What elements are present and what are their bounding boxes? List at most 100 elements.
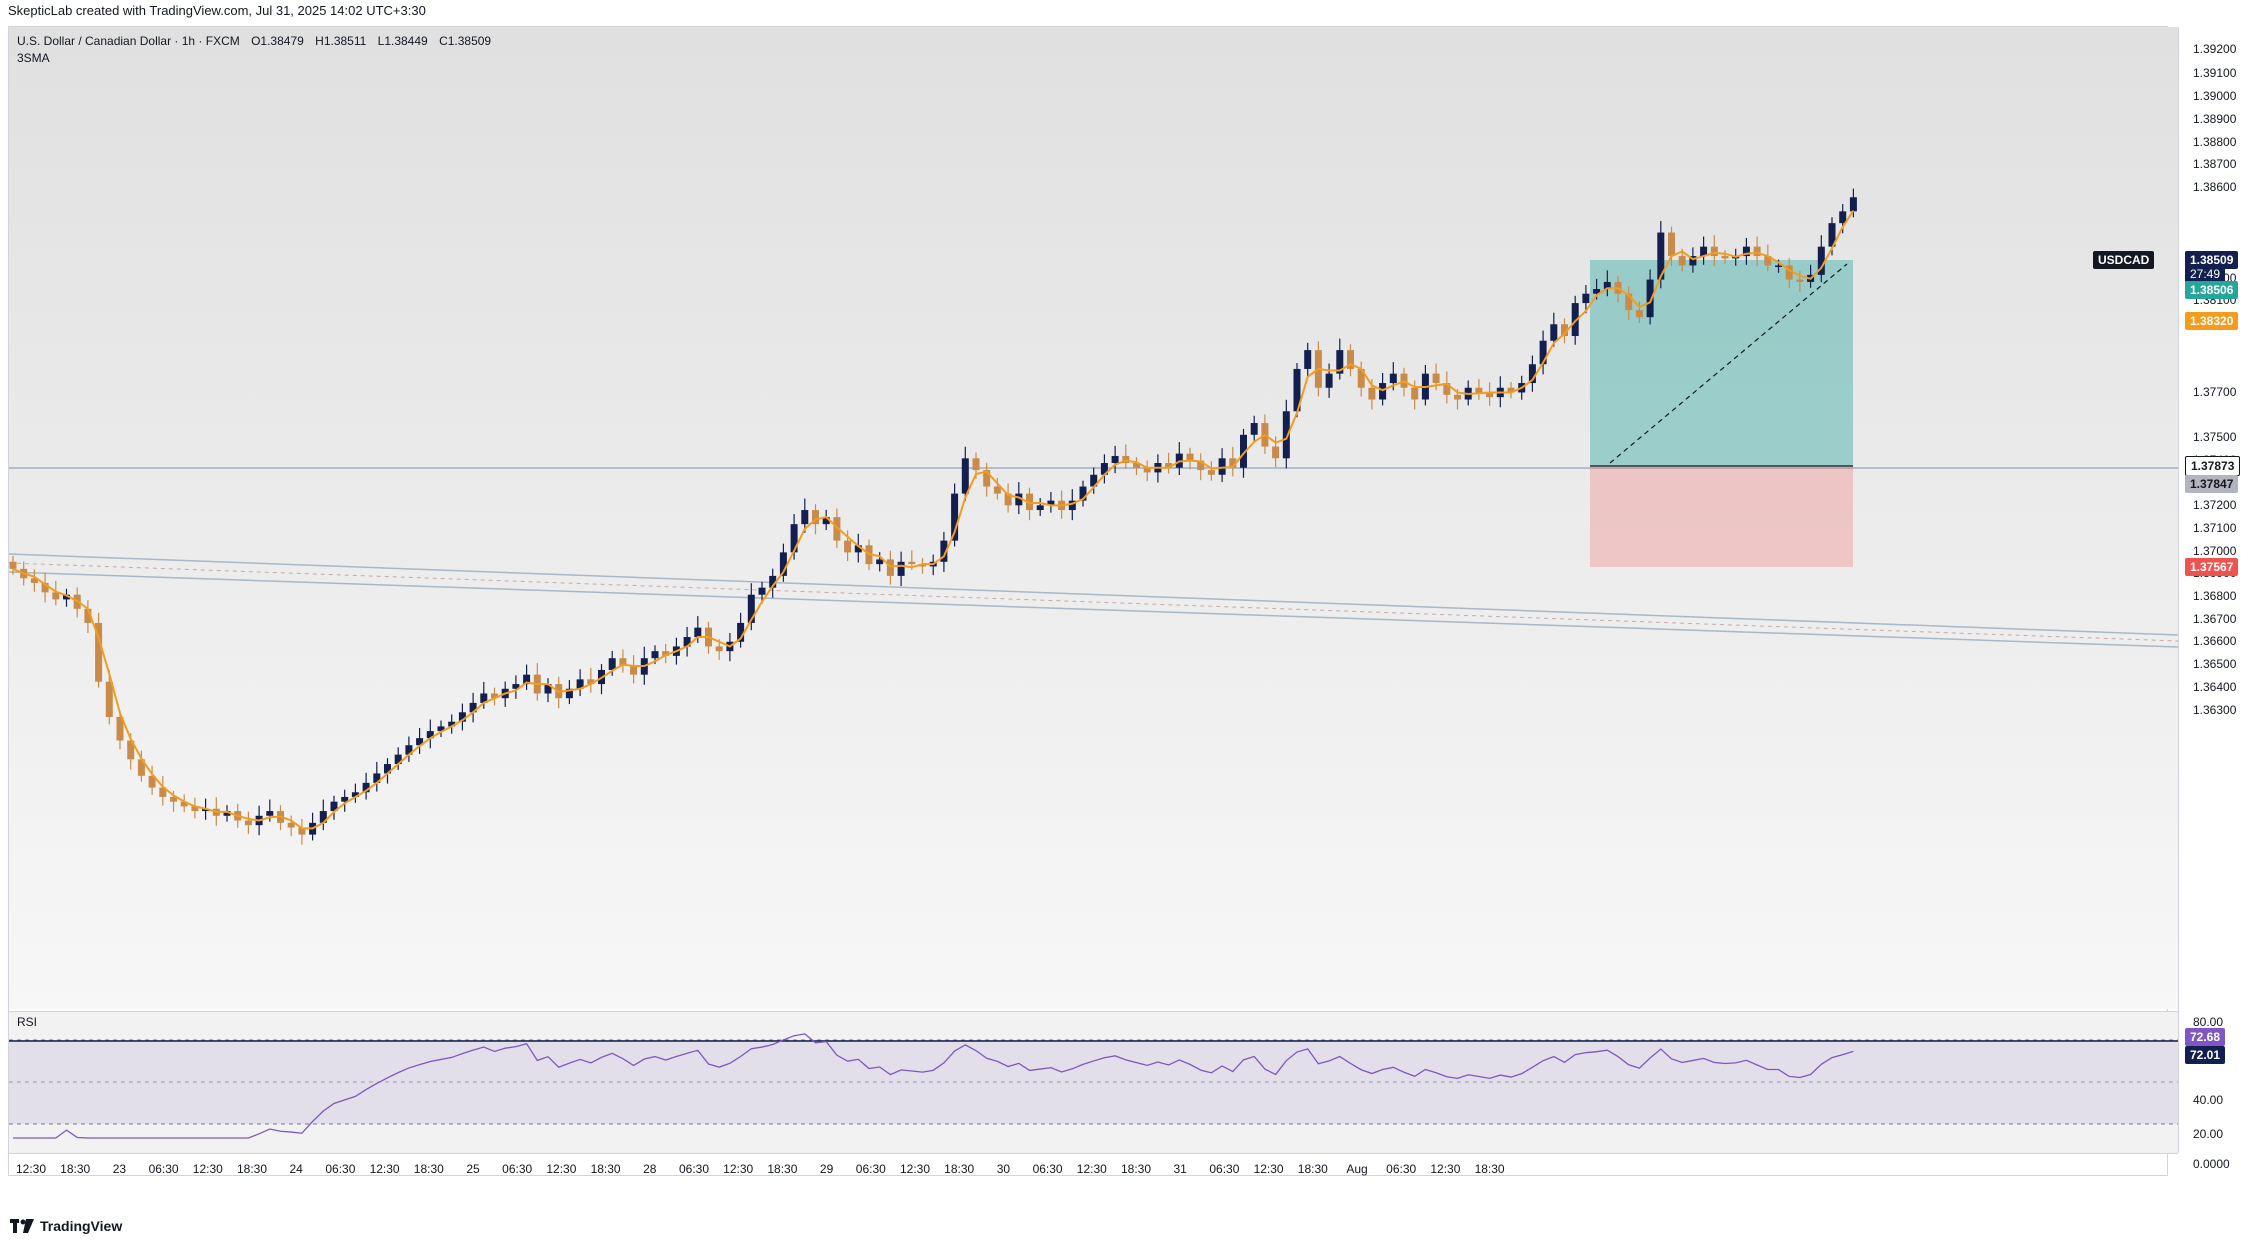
price-axis[interactable]: 1.39200 1.39100 1.39000 1.38900 1.38800 1.387… — [2093, 27, 2253, 1171]
candle-body — [1282, 411, 1290, 459]
legend-indicator[interactable]: 3SMA — [17, 51, 50, 65]
time-axis-label: 06:30 — [1032, 1162, 1063, 1176]
candle-body — [1240, 434, 1247, 468]
candle-body — [458, 712, 466, 722]
entry-price-badge: 1.37873 — [2185, 456, 2241, 476]
rsi-label[interactable]: RSI — [17, 1015, 38, 1029]
candle-body — [961, 458, 969, 494]
candle-body — [683, 637, 691, 647]
candle-body — [1539, 340, 1547, 365]
price-chart[interactable] — [9, 27, 2178, 1009]
trend-channel-mid — [9, 562, 2178, 642]
candle-body — [1143, 467, 1151, 473]
candle-body — [1775, 265, 1782, 267]
candle-body — [576, 679, 584, 689]
time-axis[interactable]: 12:30 18:30 23 06:30 12:30 18:30 24 06:30 12:30 1… — [9, 1153, 2178, 1180]
candle-body — [1047, 500, 1055, 506]
price-axis-label: 1.37000 — [2193, 544, 2237, 558]
candle-body — [105, 681, 113, 717]
candle-body — [747, 594, 755, 623]
candle-body — [1678, 256, 1686, 266]
candle-body — [1528, 364, 1536, 384]
price-pane[interactable] — [9, 27, 2178, 1009]
price-axis-label: 1.38900 — [2193, 112, 2237, 126]
long-position-stop-zone[interactable] — [1590, 466, 1853, 567]
candle-body — [544, 684, 552, 694]
target-price-badge: 1.38506 — [2185, 281, 2239, 299]
time-axis-label: 12:30 — [369, 1162, 400, 1176]
time-axis-label: 18:30 — [236, 1162, 268, 1176]
candle-body — [1657, 232, 1665, 280]
candle-body — [1753, 246, 1761, 257]
rsi-chart[interactable] — [9, 1012, 2178, 1154]
candle-body — [630, 665, 638, 675]
candle-body — [394, 754, 402, 765]
candle-body — [1090, 474, 1098, 487]
trend-channel-lower[interactable] — [9, 571, 2178, 648]
price-axis-label: 1.36500 — [2193, 657, 2237, 671]
attribution: SkepticLab created with TradingView.com,… — [8, 3, 426, 18]
price-axis-label: 1.36600 — [2193, 634, 2237, 648]
price-axis-label: 1.38800 — [2193, 135, 2237, 149]
time-axis-label: 12:30 — [192, 1162, 223, 1176]
candle-body — [170, 796, 177, 802]
candle-body — [448, 721, 456, 727]
candle-body — [1486, 392, 1494, 398]
candle-body — [886, 559, 894, 576]
candle-body — [1721, 256, 1729, 259]
time-axis-label: 12:30 — [1430, 1162, 1461, 1176]
footer-logo[interactable]: TradingView — [10, 1218, 122, 1234]
time-axis-label: 12:30 — [723, 1162, 754, 1176]
time-axis-label: 06:30 — [502, 1162, 533, 1176]
rsi-axis-80: 80.00 — [2193, 1015, 2224, 1029]
candle-body — [1507, 387, 1515, 393]
candle-body — [63, 594, 70, 600]
candle-body — [416, 738, 424, 746]
long-position-target-zone[interactable] — [1590, 260, 1853, 466]
hline-price-badge: 1.37847 — [2185, 475, 2239, 493]
rsi-line — [13, 1033, 1854, 1139]
candle-body — [1817, 246, 1825, 275]
candle-body — [512, 684, 520, 689]
legend-title: U.S. Dollar / Canadian Dollar · 1h · FXC… — [17, 34, 240, 48]
price-axis-label: 1.37100 — [2193, 521, 2237, 535]
last-price-badge: 1.38509 — [2185, 251, 2239, 269]
candle-body — [287, 822, 295, 828]
time-axis-label: 06:30 — [325, 1162, 356, 1176]
rsi-pane[interactable] — [9, 1011, 2178, 1154]
candle-body — [1250, 423, 1258, 435]
candle-body — [319, 811, 327, 823]
candle-body — [1646, 279, 1654, 318]
candle-body — [662, 651, 670, 656]
time-axis-label: 18:30 — [1297, 1162, 1328, 1176]
price-axis-label: 1.36700 — [2193, 612, 2237, 626]
candle-body — [876, 559, 884, 565]
candle-body — [523, 674, 531, 685]
candle-body — [1764, 256, 1772, 266]
candle-body — [1742, 246, 1750, 257]
candle-body — [1625, 293, 1633, 311]
trend-channel-upper[interactable] — [9, 553, 2178, 636]
candle-body — [1368, 387, 1376, 400]
candle-body — [1004, 493, 1012, 506]
candle-body — [1849, 197, 1857, 212]
candle-body — [769, 575, 777, 588]
candle-body — [790, 524, 798, 553]
price-axis-label: 1.38600 — [2193, 180, 2237, 194]
rsi-axis-40: 40.00 — [2193, 1093, 2224, 1107]
time-axis-label: 31 — [1173, 1162, 1187, 1176]
candle-body — [1603, 281, 1611, 289]
price-axis-label: 1.39100 — [2193, 66, 2237, 80]
time-axis-label: 18:30 — [944, 1162, 975, 1176]
rsi-axis-0: 0.0000 — [2193, 1157, 2230, 1171]
stop-price-badge: 1.37567 — [2185, 558, 2239, 576]
candle-body — [1593, 288, 1601, 294]
price-axis-label: 1.37500 — [2193, 430, 2237, 444]
candle-body — [1336, 350, 1344, 374]
candle-body — [715, 646, 723, 652]
price-axis-label: 1.39200 — [2193, 42, 2237, 56]
candle-body — [1454, 394, 1461, 400]
candle-body — [84, 608, 92, 623]
footer-text: TradingView — [40, 1218, 123, 1234]
candle-body — [1111, 455, 1119, 464]
